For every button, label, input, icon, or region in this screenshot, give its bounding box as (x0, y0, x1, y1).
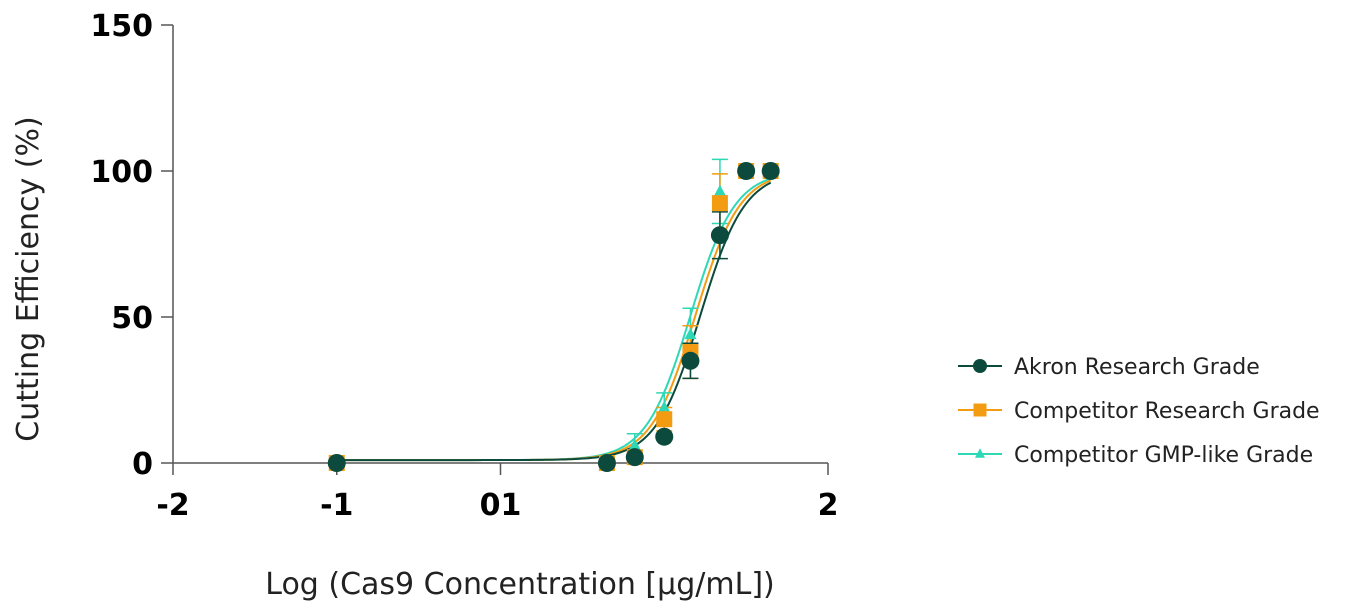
fitted-curves (336, 177, 772, 462)
legend-label: Competitor Research Grade (1014, 399, 1320, 424)
legend-marker (973, 403, 987, 417)
x-axis-title: Log (Cas9 Concentration [µg/mL]) (265, 567, 774, 602)
data-point (711, 195, 728, 212)
legend-marker (973, 359, 987, 373)
curve-akron-research-grade (336, 181, 772, 462)
series-akron-research-grade (327, 162, 780, 472)
legend: Akron Research Grade Competitor Research … (958, 355, 1320, 468)
series-competitor-research-grade (328, 163, 779, 471)
data-point (628, 438, 641, 451)
data-point (681, 351, 700, 370)
data-point (655, 427, 674, 446)
legend-marker (975, 448, 985, 458)
data-point (658, 400, 671, 413)
legend-item-competitor-research-grade: Competitor Research Grade (958, 399, 1320, 424)
data-point (684, 327, 697, 340)
data-point (327, 454, 346, 472)
legend-item-competitor-gmp-like-grade: Competitor GMP-like Grade (958, 443, 1313, 468)
data-point (713, 184, 726, 196)
y-tick-label: 100 (90, 155, 153, 190)
y-axis-title: Cutting Efficiency (%) (11, 116, 46, 441)
x-tick-label: -2 (156, 488, 189, 523)
data-point (761, 162, 780, 180)
data-point (737, 162, 756, 180)
data-point (710, 226, 729, 245)
x-tick-label: 01 (480, 488, 522, 523)
series-competitor-gmp-like-grade (330, 164, 777, 468)
x-tick-label: 2 (818, 488, 839, 523)
legend-item-akron-research-grade: Akron Research Grade (958, 355, 1260, 380)
y-tick-label: 150 (90, 9, 153, 44)
x-tick-label: -1 (320, 488, 353, 523)
y-tick-label: 0 (132, 447, 153, 482)
legend-label: Competitor GMP-like Grade (1014, 443, 1313, 468)
y-tick-label: 50 (111, 301, 153, 336)
axes: -2 -1 01 2 0 50 100 150 (90, 9, 838, 523)
legend-label: Akron Research Grade (1014, 355, 1260, 380)
data-point (597, 454, 616, 472)
curve-competitor-gmp-like-grade (336, 177, 772, 462)
data-markers (327, 162, 780, 472)
data-point (656, 411, 673, 428)
curve-competitor-research-grade (336, 179, 772, 462)
data-point (625, 448, 644, 467)
